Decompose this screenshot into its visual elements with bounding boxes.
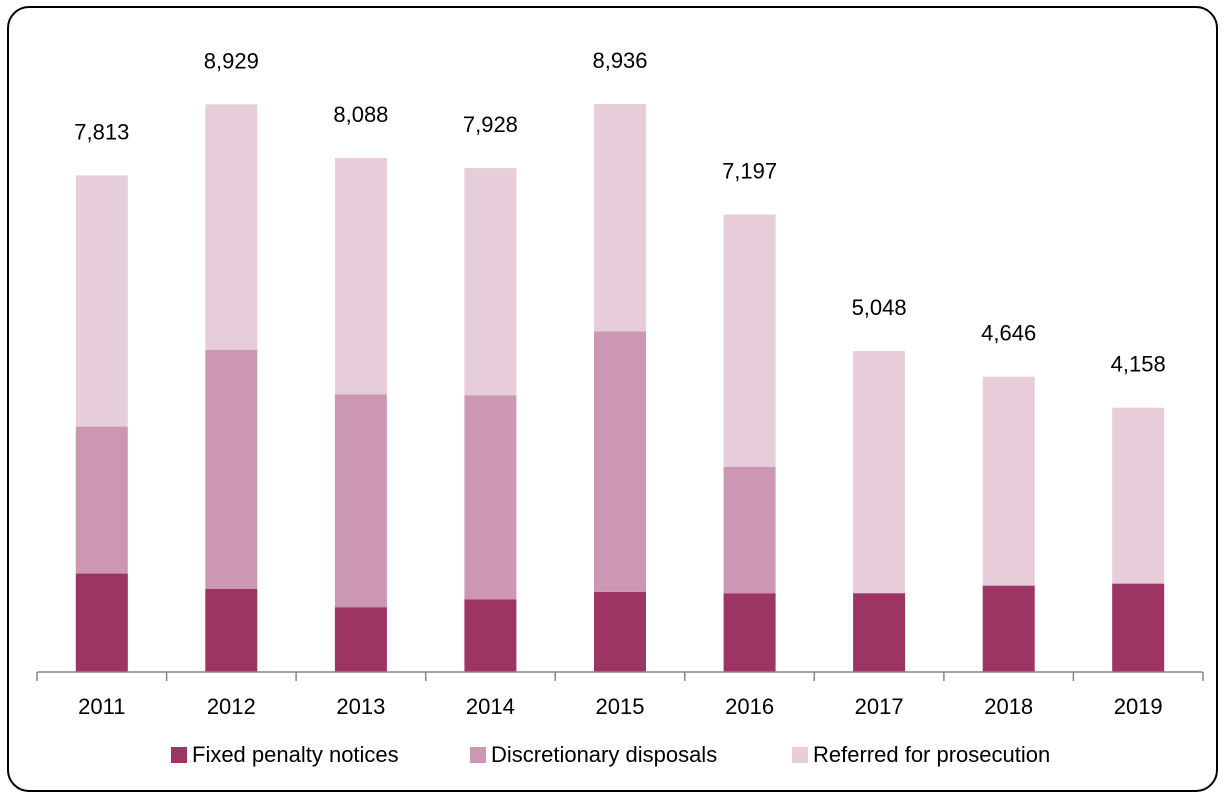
bar-segment-referred-2017 [853,351,906,594]
total-labels: 7,813 8,929 8,088 7,928 8,936 7,197 5,048 4,646… [74,48,1165,377]
x-tick-label-2016: 2016 [725,694,774,719]
legend-swatch-fixed_penalty [171,747,187,763]
bar-segment-discretionary-2014 [464,395,517,600]
bar-segment-fixed_penalty-2013 [334,607,387,672]
x-tick-label-2012: 2012 [207,694,256,719]
bar-segment-fixed_penalty-2017 [853,593,906,672]
legend-label-fixed_penalty: Fixed penalty notices [192,742,399,767]
legend-label-discretionary: Discretionary disposals [491,742,717,767]
bars-layer [75,104,1165,672]
bar-segment-discretionary-2015 [594,331,646,592]
total-label-2012: 8,929 [204,48,259,73]
bar-segment-discretionary-2016 [723,466,776,594]
total-label-2014: 7,928 [463,112,518,137]
total-label-2016: 7,197 [722,159,777,184]
bar-segment-referred-2011 [75,175,128,427]
bar-segment-fixed_penalty-2019 [1112,583,1165,672]
bar-segment-referred-2013 [334,157,387,395]
bar-segment-referred-2012 [205,104,258,350]
bar-segment-discretionary-2011 [75,426,128,574]
bar-segment-referred-2018 [982,376,1035,586]
x-tick-label-2013: 2013 [336,694,385,719]
bar-segment-fixed_penalty-2012 [205,588,258,672]
total-label-2017: 5,048 [852,295,907,320]
x-tick-label-2018: 2018 [984,694,1033,719]
bar-segment-fixed_penalty-2018 [982,585,1035,672]
x-tick-label-2011: 2011 [78,694,125,719]
bar-segment-referred-2019 [1112,407,1165,584]
bar-segment-fixed_penalty-2016 [723,593,776,672]
bar-segment-discretionary-2012 [205,349,258,589]
bar-segment-discretionary-2013 [334,394,387,608]
bar-segment-referred-2014 [464,168,517,396]
total-label-2018: 4,646 [981,321,1036,346]
x-tick-label-2019: 2019 [1114,694,1163,719]
total-label-2015: 8,936 [592,48,647,73]
x-axis [36,671,1204,681]
x-tick-labels: 2011 2012 2013 2014 2015 2016 2017 2018 2019 [78,694,1163,719]
x-tick-label-2015: 2015 [596,694,645,719]
bar-segment-fixed_penalty-2014 [464,599,517,672]
bar-segment-referred-2016 [723,214,776,467]
legend-swatch-referred [792,747,808,763]
bar-segment-fixed_penalty-2015 [594,591,646,672]
x-tick-label-2014: 2014 [466,694,515,719]
total-label-2013: 8,088 [333,102,388,127]
total-label-2011: 7,813 [74,119,129,144]
x-tick-label-2017: 2017 [855,694,904,719]
legend: Fixed penalty notices Discretionary dispo… [171,742,1050,767]
legend-label-referred: Referred for prosecution [813,742,1050,767]
legend-swatch-discretionary [470,747,486,763]
total-label-2019: 4,158 [1111,352,1166,377]
bar-segment-referred-2015 [594,104,646,332]
bar-segment-fixed_penalty-2011 [75,573,128,672]
